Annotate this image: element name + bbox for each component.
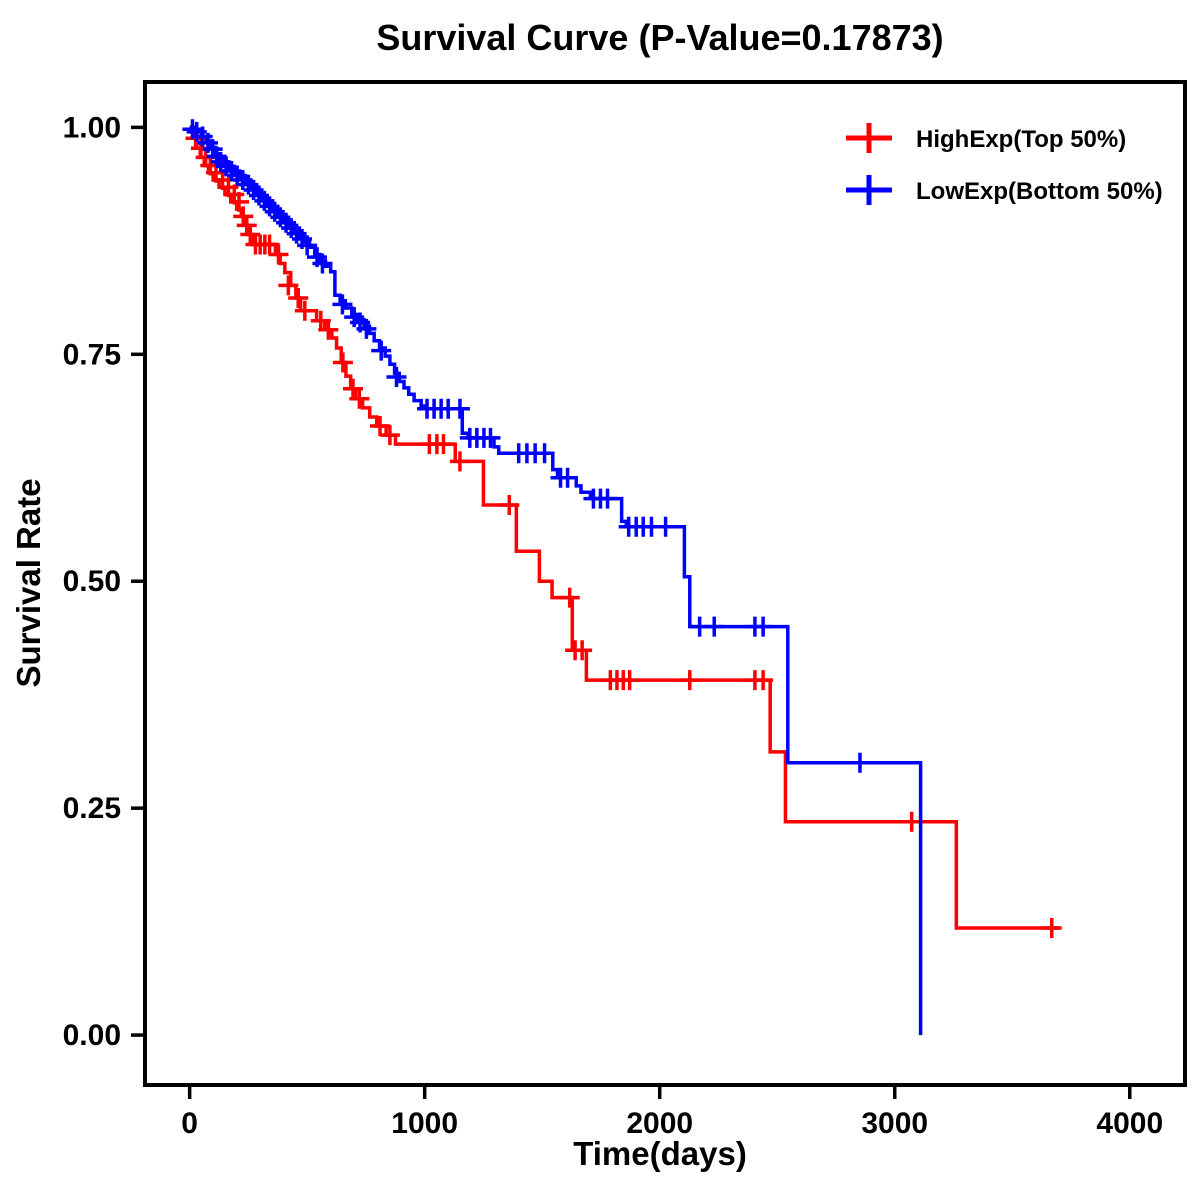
y-tick-label: 0.75	[63, 338, 121, 371]
highexp-censor-mark-icon	[559, 587, 580, 608]
highexp-censor-mark-icon	[901, 811, 922, 832]
highexp-censor-mark-icon	[679, 670, 700, 691]
curve-lowexp	[189, 125, 923, 1036]
legend-item-lowexp: LowExp(Bottom 50%)	[846, 175, 1163, 205]
x-tick-label: 0	[181, 1107, 198, 1140]
lowexp-censor-mark-icon	[480, 427, 501, 448]
highexp-censor-mark-icon	[753, 670, 774, 691]
highexp-censor-mark-icon	[278, 275, 299, 296]
x-tick-label: 2000	[626, 1107, 693, 1140]
lowexp-censor-mark-icon	[534, 443, 555, 464]
highexp-censor-mark-icon	[572, 640, 593, 661]
highexp-censor-mark-icon	[619, 670, 640, 691]
highexp-censor-mark-icon	[318, 319, 339, 340]
highexp-censor-mark-icon	[379, 425, 400, 446]
lowexp-legend-label: LowExp(Bottom 50%)	[916, 178, 1163, 205]
highexp-legend-label: HighExp(Top 50%)	[916, 126, 1126, 153]
x-tick-label: 1000	[391, 1107, 458, 1140]
highexp-censor-mark-icon	[294, 300, 315, 321]
chart-title: Survival Curve (P-Value=0.17873)	[376, 17, 943, 58]
lowexp-censor-mark-icon	[449, 398, 470, 419]
lowexp-censor-mark-icon	[655, 516, 676, 537]
lowexp-censor-mark-icon	[356, 318, 377, 339]
y-tick-label: 0.00	[63, 1019, 121, 1052]
lowexp-censor-mark-icon	[753, 616, 774, 637]
lowexp-censor-mark-icon	[704, 616, 725, 637]
lowexp-censor-mark-icon	[371, 340, 392, 361]
lowexp-censor-mark-icon	[557, 467, 578, 488]
highexp-censor-mark-icon	[332, 352, 353, 373]
y-tick-label: 0.25	[63, 792, 121, 825]
lowexp-censor-mark-icon	[182, 119, 203, 140]
highexp-censor-mark-icon	[1041, 917, 1062, 938]
y-tick-label: 0.50	[63, 565, 121, 598]
lowexp-censor-mark-icon	[597, 488, 618, 509]
highexp-censor-mark-icon	[259, 234, 280, 255]
highexp-censor-mark-icon	[236, 215, 257, 236]
legend: HighExp(Top 50%) LowExp(Bottom 50%)	[846, 123, 1163, 205]
lowexp-censor-mark-icon	[386, 367, 407, 387]
x-tick-label: 3000	[861, 1107, 928, 1140]
x-axis-label: Time(days)	[573, 1135, 747, 1172]
highexp-censor-mark-icon	[499, 494, 520, 515]
highexp-censor-mark-icon	[433, 434, 454, 455]
y-tick-label: 1.00	[63, 111, 121, 144]
highexp-censor-mark-icon	[449, 451, 470, 472]
lowexp-censor-mark-icon	[297, 235, 318, 256]
lowexp-censor-mark-icon	[312, 253, 333, 274]
highexp-censor-mark-icon	[233, 206, 254, 227]
highexp-censor-mark-icon	[229, 191, 250, 212]
highexp-censor-mark-icon	[370, 416, 391, 437]
highexp-censor-mark-icon	[268, 244, 289, 265]
lowexp-censor-mark-icon	[332, 294, 353, 315]
y-axis-label: Survival Rate	[10, 478, 47, 687]
highexp-censor-mark-icon	[288, 288, 309, 309]
highexp-censor-mark-icon	[349, 388, 370, 409]
x-tick-label: 4000	[1096, 1107, 1163, 1140]
lowexp-censor-mark-icon	[849, 752, 870, 773]
plot-border	[143, 80, 1187, 1087]
legend-item-highexp: HighExp(Top 50%)	[846, 123, 1126, 153]
plot-area: 0 1000 2000 3000 4000 0.00 0.25 0.50 0.75 1.00	[63, 80, 1187, 1140]
